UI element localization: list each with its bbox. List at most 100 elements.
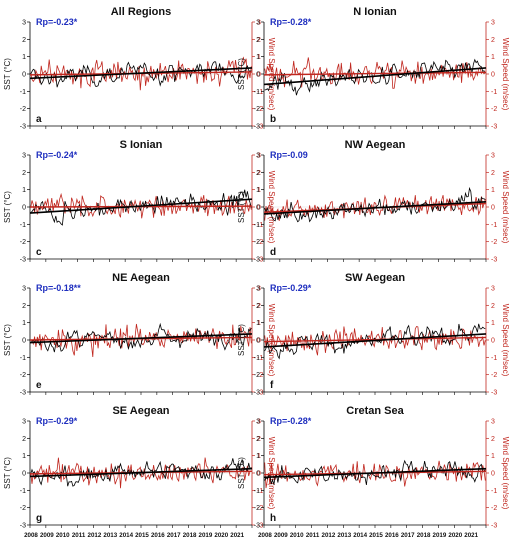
x-tick-label: 2015 — [135, 532, 149, 539]
y-tick-label-left: -3 — [254, 257, 260, 264]
x-tick-label: 2020 — [214, 532, 228, 539]
y-axis-title-right: Wind Speed (m/sec) — [501, 38, 510, 111]
panel-title: NE Aegean — [112, 272, 170, 284]
panel-h: 3 3 2 2 1 1 0 0 -1 -1 -2 -2 -3 -3 Cretan Sea Rp=-0.28* h… — [237, 405, 510, 539]
y-tick-label-left: -1 — [254, 355, 260, 362]
y-tick-label-right: 2 — [491, 170, 495, 177]
y-tick-label-right: 0 — [491, 471, 495, 478]
y-tick-label-right: 3 — [257, 153, 261, 160]
y-axis-title-left: SST (°C) — [237, 457, 246, 489]
y-tick-label-left: -3 — [254, 124, 260, 131]
y-tick-label-left: 1 — [256, 320, 260, 327]
y-tick-label-left: 3 — [256, 286, 260, 293]
y-tick-label-right: -2 — [491, 372, 497, 379]
correlation-label: Rp=-0.09 — [270, 150, 308, 160]
panel-letter: h — [270, 513, 276, 524]
y-tick-label-left: -1 — [20, 89, 26, 96]
panel-letter: g — [36, 513, 42, 524]
y-axis-title-left: SST (°C) — [3, 457, 12, 489]
y-tick-label-right: -3 — [257, 390, 263, 397]
correlation-label: Rp=-0.18** — [36, 283, 81, 293]
y-tick-label-left: 2 — [256, 170, 260, 177]
y-tick-label-right: 3 — [257, 286, 261, 293]
correlation-label: Rp=-0.23* — [36, 17, 78, 27]
x-tick-label: 2017 — [167, 532, 181, 539]
y-tick-label-right: -2 — [491, 106, 497, 113]
x-tick-label: 2013 — [337, 532, 351, 539]
y-tick-label-right: 0 — [491, 72, 495, 79]
sst-trend-line — [263, 333, 487, 348]
panel-letter: b — [270, 114, 276, 125]
y-tick-label-right: 2 — [491, 303, 495, 310]
y-tick-label-right: -3 — [491, 257, 497, 264]
y-tick-label-right: 0 — [257, 338, 261, 345]
y-axis-title-right: Wind Speed (m/sec) — [501, 304, 510, 377]
y-tick-label-right: 1 — [257, 453, 261, 460]
wind-speed-series — [264, 460, 486, 489]
y-tick-label-right: 3 — [491, 286, 495, 293]
x-tick-label: 2009 — [274, 532, 288, 539]
y-tick-label-left: -3 — [20, 124, 26, 131]
panel-e: 3 3 2 2 1 1 0 0 -1 -1 -2 -2 -3 -3 NE Aegean Rp=-0.18** e… — [3, 272, 276, 397]
y-tick-label-left: -2 — [20, 505, 26, 512]
y-tick-label-left: 2 — [256, 303, 260, 310]
y-tick-label-right: 1 — [491, 453, 495, 460]
x-tick-label: 2009 — [40, 532, 54, 539]
y-tick-label-right: -3 — [257, 124, 263, 131]
y-tick-label-left: 1 — [256, 453, 260, 460]
y-tick-label-left: 1 — [256, 187, 260, 194]
x-tick-label: 2016 — [385, 532, 399, 539]
wind-speed-series — [264, 194, 486, 221]
y-tick-label-left: 2 — [256, 436, 260, 443]
x-tick-label: 2013 — [103, 532, 117, 539]
y-tick-label-left: 2 — [22, 436, 26, 443]
y-tick-label-left: -1 — [254, 222, 260, 229]
y-axis-title-left: SST (°C) — [3, 58, 12, 90]
x-tick-label: 2019 — [433, 532, 447, 539]
y-tick-label-right: 2 — [257, 303, 261, 310]
sst-trend-line — [29, 333, 253, 344]
y-tick-label-right: 3 — [491, 153, 495, 160]
y-tick-label-right: 1 — [257, 187, 261, 194]
y-tick-label-left: 0 — [22, 338, 26, 345]
y-tick-label-right: 0 — [257, 471, 261, 478]
correlation-label: Rp=-0.28* — [270, 17, 312, 27]
y-tick-label-right: -3 — [257, 523, 263, 530]
y-tick-label-right: 1 — [491, 54, 495, 61]
y-tick-label-right: 2 — [257, 37, 261, 44]
y-tick-label-right: -1 — [491, 222, 497, 229]
y-tick-label-right: 2 — [257, 170, 261, 177]
y-tick-label-right: 0 — [491, 338, 495, 345]
panel-letter: f — [270, 380, 274, 391]
y-tick-label-left: -2 — [254, 106, 260, 113]
y-tick-label-left: -1 — [254, 488, 260, 495]
y-tick-label-right: -3 — [491, 523, 497, 530]
x-tick-label: 2018 — [183, 532, 197, 539]
y-tick-label-left: 3 — [22, 286, 26, 293]
y-tick-label-right: 2 — [491, 436, 495, 443]
y-tick-label-left: -2 — [20, 239, 26, 246]
y-tick-label-right: -1 — [257, 222, 263, 229]
panel-b: 3 3 2 2 1 1 0 0 -1 -1 -2 -2 -3 -3 N Ionian Rp=-0.28* b SS… — [237, 6, 510, 131]
y-tick-label-left: 3 — [22, 20, 26, 27]
y-tick-label-left: -2 — [254, 372, 260, 379]
x-tick-label: 2012 — [322, 532, 336, 539]
sst-trend-line — [263, 67, 487, 86]
x-tick-label: 2010 — [290, 532, 304, 539]
y-axis-title-right: Wind Speed (m/sec) — [501, 437, 510, 510]
y-tick-label-right: 1 — [491, 320, 495, 327]
y-tick-label-left: 2 — [22, 37, 26, 44]
y-tick-label-right: 1 — [257, 320, 261, 327]
sst-series — [264, 58, 486, 96]
x-tick-label: 2010 — [56, 532, 70, 539]
x-tick-label: 2012 — [88, 532, 102, 539]
sst-series — [264, 323, 486, 360]
y-tick-label-left: -1 — [20, 355, 26, 362]
y-tick-label-right: 2 — [491, 37, 495, 44]
y-tick-label-right: -2 — [491, 239, 497, 246]
correlation-label: Rp=-0.24* — [36, 150, 78, 160]
y-axis-title-right: Wind Speed (m/sec) — [501, 171, 510, 244]
y-tick-label-left: -3 — [254, 390, 260, 397]
y-tick-label-left: 0 — [22, 471, 26, 478]
